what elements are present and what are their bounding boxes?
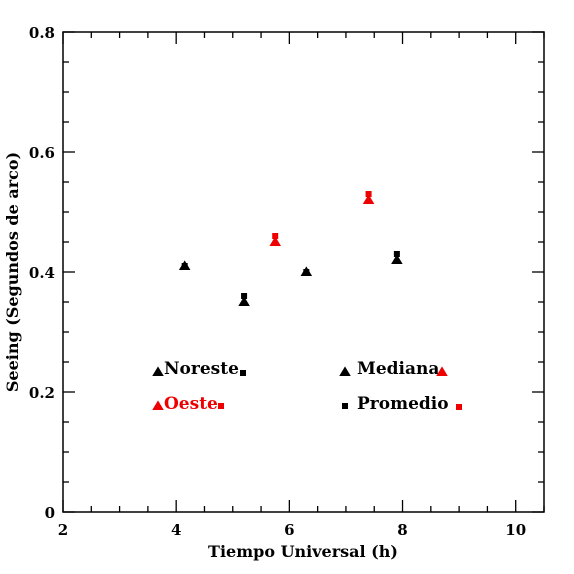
legend-label-noreste: Noreste bbox=[164, 359, 239, 379]
x-tick-label: 2 bbox=[58, 521, 68, 539]
y-tick-label: 0.2 bbox=[29, 384, 55, 402]
oeste-promedio-point bbox=[272, 233, 279, 239]
noreste-promedio-point bbox=[393, 251, 400, 257]
noreste-mediana-point bbox=[391, 254, 403, 265]
oeste-mediana-point bbox=[269, 236, 281, 247]
noreste-mediana-point bbox=[238, 296, 250, 307]
x-tick-label: 4 bbox=[171, 521, 181, 539]
legend-oeste-square-icon bbox=[218, 403, 224, 409]
noreste-promedio-point bbox=[181, 263, 188, 269]
legend-noreste-triangle-icon bbox=[152, 366, 164, 377]
x-tick-label: 10 bbox=[505, 521, 526, 539]
y-tick-label: 0.6 bbox=[29, 144, 55, 162]
legend-label-promedio: Promedio bbox=[357, 394, 449, 414]
legend-mediana-red-triangle-icon bbox=[436, 366, 448, 377]
legend-promedio-black-square-icon bbox=[342, 403, 348, 409]
x-axis-title: Tiempo Universal (h) bbox=[208, 542, 398, 561]
legend-label-mediana: Mediana bbox=[357, 359, 439, 379]
legend: Noreste Oeste Mediana Promedio bbox=[152, 359, 462, 414]
y-tick-label: 0.8 bbox=[29, 24, 55, 42]
legend-oeste-triangle-icon bbox=[152, 400, 164, 411]
data-points bbox=[178, 191, 403, 307]
axis-tick-labels: 2 4 6 8 10 0 0.2 0.4 0.6 0.8 bbox=[29, 24, 526, 539]
legend-noreste-square-icon bbox=[240, 370, 246, 376]
y-tick-label: 0 bbox=[45, 504, 55, 522]
axis-ticks bbox=[62, 31, 545, 513]
noreste-promedio-point bbox=[241, 293, 248, 299]
noreste-promedio-point bbox=[303, 269, 310, 275]
y-tick-label: 0.4 bbox=[29, 264, 55, 282]
legend-mediana-black-triangle-icon bbox=[339, 366, 351, 377]
y-axis-title: Seeing (Segundos de arco) bbox=[3, 152, 22, 392]
oeste-mediana-point bbox=[362, 194, 375, 205]
legend-label-oeste: Oeste bbox=[164, 394, 218, 414]
x-tick-label: 8 bbox=[397, 521, 407, 539]
oeste-promedio-point bbox=[365, 191, 372, 197]
legend-promedio-red-square-icon bbox=[456, 404, 462, 410]
x-tick-label: 6 bbox=[284, 521, 294, 539]
